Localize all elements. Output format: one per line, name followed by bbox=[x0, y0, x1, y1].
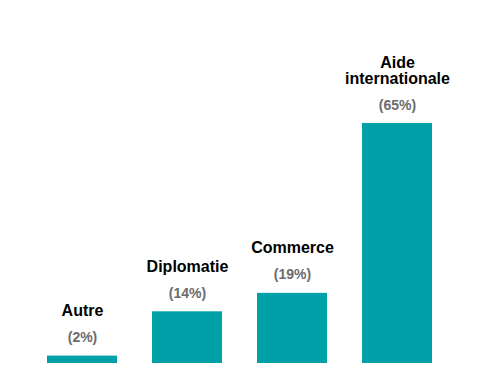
svg-text:(65%): (65%) bbox=[379, 97, 416, 113]
svg-text:Aideinternationale: Aideinternationale bbox=[345, 54, 450, 87]
svg-text:Autre: Autre bbox=[62, 302, 104, 319]
svg-text:(19%): (19%) bbox=[274, 266, 311, 282]
svg-text:(14%): (14%) bbox=[169, 285, 206, 301]
svg-text:(2%): (2%) bbox=[68, 329, 98, 345]
svg-text:Diplomatie: Diplomatie bbox=[147, 258, 229, 275]
svg-text:Commerce: Commerce bbox=[251, 239, 334, 256]
